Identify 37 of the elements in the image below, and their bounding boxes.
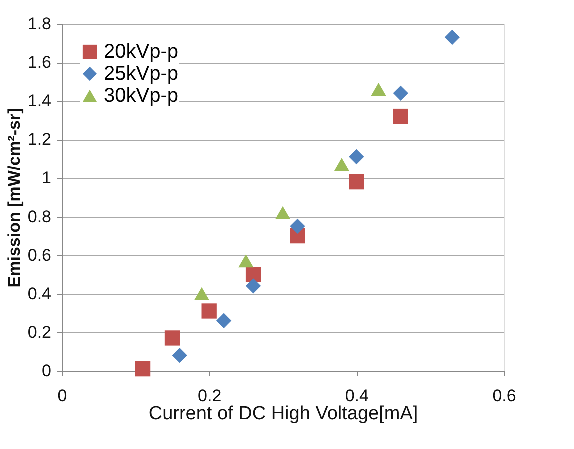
point bbox=[393, 86, 408, 101]
point bbox=[290, 218, 306, 234]
point bbox=[135, 361, 151, 377]
point bbox=[194, 287, 210, 300]
y-tick-label: 0.6 bbox=[28, 246, 52, 265]
y-tick-label: 1.4 bbox=[28, 92, 52, 111]
point bbox=[275, 206, 291, 220]
point bbox=[444, 30, 460, 46]
y-tick-label: 1.2 bbox=[28, 130, 52, 150]
legend-label: 30kVp-p bbox=[104, 85, 178, 107]
point bbox=[172, 348, 188, 364]
point bbox=[202, 304, 217, 319]
x-axis-title: Current of DC High Voltage[mA] bbox=[148, 404, 418, 424]
point bbox=[349, 174, 364, 190]
point bbox=[246, 267, 262, 282]
x-tick-label: 0.2 bbox=[198, 386, 222, 406]
y-tick-label: 1.8 bbox=[28, 14, 52, 34]
y-tick-label: 0.2 bbox=[28, 322, 52, 342]
y-tick-label: 0.4 bbox=[28, 284, 52, 304]
y-tick-label: 0.8 bbox=[28, 207, 52, 226]
point bbox=[216, 313, 232, 328]
x-tick-label: 0 bbox=[58, 386, 68, 406]
point bbox=[393, 108, 408, 124]
point bbox=[334, 158, 350, 172]
y-tick-label: 1.6 bbox=[28, 53, 52, 72]
y-tick-label: 1 bbox=[42, 168, 52, 188]
legend-label: 20kVp-p bbox=[104, 41, 178, 63]
point bbox=[246, 278, 262, 294]
point bbox=[238, 254, 254, 268]
y-tick-label: 0 bbox=[42, 362, 52, 380]
x-tick-label: 0.4 bbox=[345, 386, 369, 406]
legend-label: 25kVp-p bbox=[104, 63, 178, 85]
point bbox=[349, 149, 364, 165]
point bbox=[164, 330, 180, 346]
x-tick-label: 0.6 bbox=[492, 386, 516, 406]
y-axis-title: Emission [mW/cm²-sr] bbox=[4, 108, 24, 288]
point bbox=[371, 82, 386, 96]
